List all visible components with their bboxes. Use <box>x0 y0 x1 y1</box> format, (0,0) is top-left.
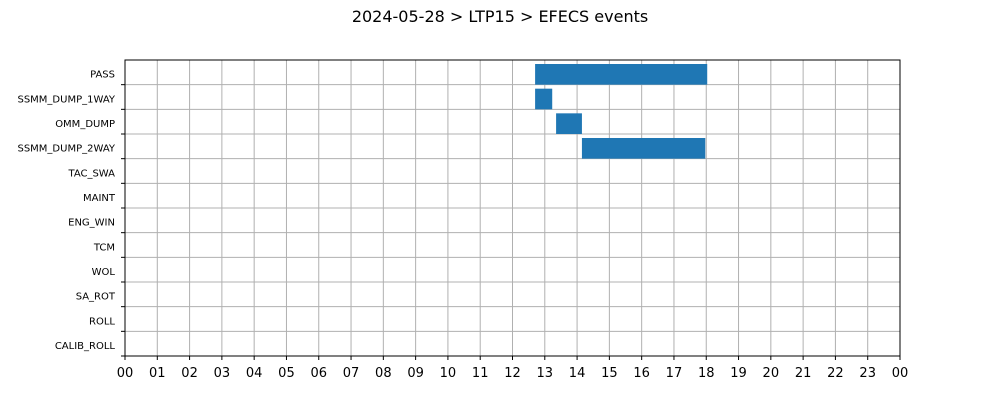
y-axis: PASS SSMM_DUMP_1WAY OMM_DUMP SSMM_DUMP_2WAY… <box>17 70 125 357</box>
y-tick-label: TCM <box>93 242 115 253</box>
y-tick-label: WOL <box>92 267 116 278</box>
x-tick-label: 11 <box>472 366 489 381</box>
x-tick-label: 22 <box>827 366 844 381</box>
x-tick-label: 12 <box>504 366 521 381</box>
x-tick-label: 00 <box>117 366 134 381</box>
x-tick-label: 21 <box>795 366 812 381</box>
y-tick-label: TAC_SWA <box>67 168 115 179</box>
x-tick-label: 14 <box>569 366 586 381</box>
x-tick-label: 09 <box>407 366 424 381</box>
y-tick-label: PASS <box>90 70 115 81</box>
y-tick-label: ENG_WIN <box>68 218 115 229</box>
x-tick-label: 23 <box>859 366 876 381</box>
x-tick-label: 06 <box>310 366 327 381</box>
y-tick-label: ROLL <box>89 316 115 327</box>
x-tick-label: 10 <box>440 366 457 381</box>
y-tick-label: OMM_DUMP <box>55 119 115 130</box>
y-tick-label: MAINT <box>83 193 116 204</box>
x-tick-label: 17 <box>666 366 683 381</box>
event-bar <box>581 138 706 159</box>
grid <box>125 60 900 356</box>
x-tick-label: 18 <box>698 366 715 381</box>
x-tick-label: 05 <box>278 366 295 381</box>
event-bar <box>535 64 708 85</box>
y-tick-label: SSMM_DUMP_1WAY <box>17 94 115 105</box>
y-tick-label: SA_ROT <box>76 292 116 303</box>
x-tick-label: 03 <box>214 366 231 381</box>
x-tick-label: 13 <box>537 366 554 381</box>
x-tick-label: 02 <box>181 366 198 381</box>
y-tick-label: CALIB_ROLL <box>55 341 116 352</box>
y-tick-label: SSMM_DUMP_2WAY <box>17 144 115 155</box>
event-bar <box>556 113 582 134</box>
x-tick-label: 20 <box>763 366 780 381</box>
x-tick-label: 07 <box>343 366 360 381</box>
x-axis: 00 01 02 03 04 05 06 07 08 09 10 11 12 13 14 15 16 17 18 19… <box>117 356 909 381</box>
x-tick-label: 15 <box>601 366 618 381</box>
x-tick-label: 04 <box>246 366 263 381</box>
event-bars <box>535 64 708 159</box>
x-tick-label: 01 <box>149 366 166 381</box>
x-tick-label: 08 <box>375 366 392 381</box>
x-tick-label: 00 <box>892 366 909 381</box>
chart-title: 2024-05-28 > LTP15 > EFECS events <box>352 7 648 26</box>
event-bar <box>535 88 553 110</box>
x-tick-label: 16 <box>633 366 650 381</box>
x-tick-label: 19 <box>730 366 747 381</box>
